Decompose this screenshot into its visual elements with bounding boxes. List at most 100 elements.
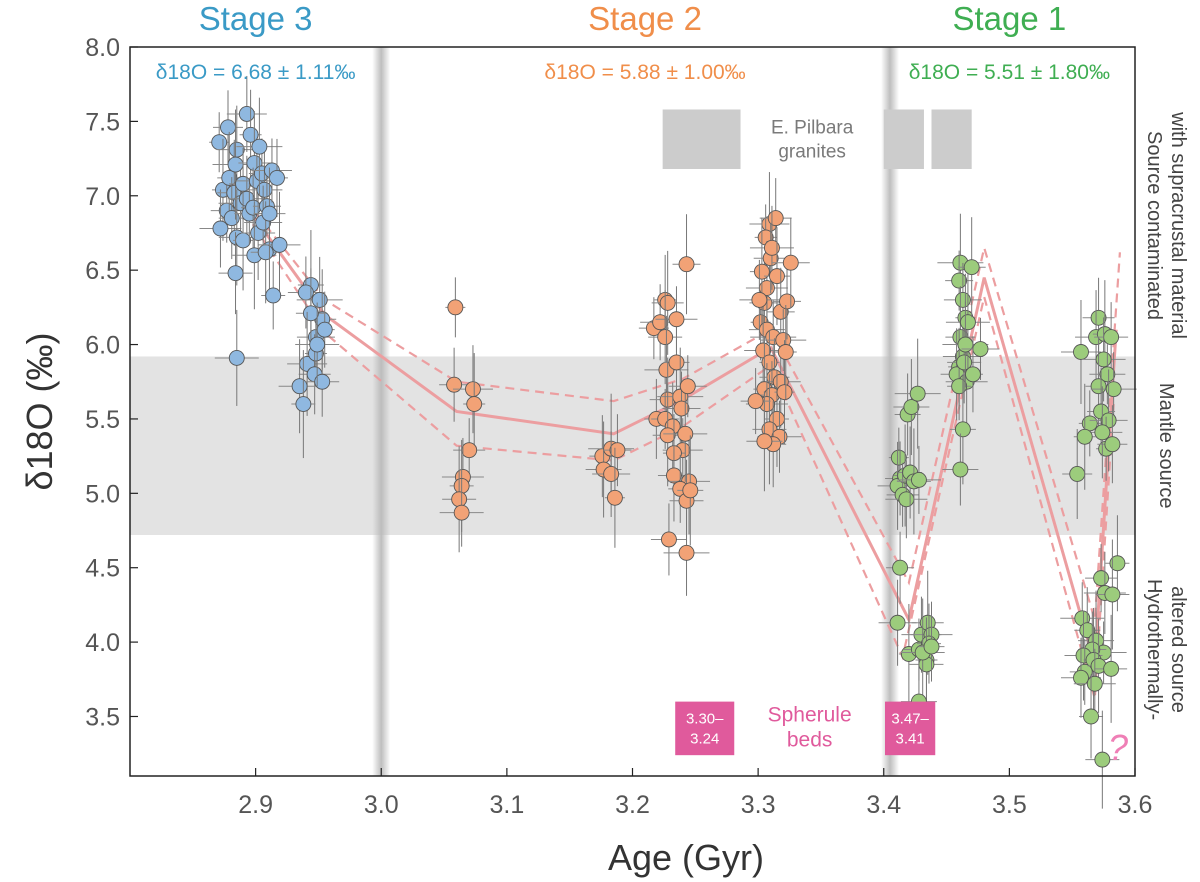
source-label: altered source	[1167, 586, 1189, 713]
data-point	[227, 265, 244, 282]
data-point	[1073, 344, 1089, 360]
data-point	[756, 433, 773, 450]
data-point	[309, 336, 326, 353]
x-tick-label: 3.5	[992, 791, 1027, 819]
data-point	[682, 482, 699, 499]
data-point	[1103, 329, 1120, 346]
data-point	[659, 294, 676, 311]
y-tick-label: 6.5	[85, 257, 120, 285]
data-point	[1094, 751, 1111, 768]
data-point	[1073, 669, 1089, 686]
y-tick-label: 4.0	[85, 629, 120, 657]
data-point	[963, 259, 980, 276]
x-tick-label: 3.3	[741, 791, 776, 819]
data-point	[779, 293, 795, 310]
granite-bar	[883, 109, 924, 169]
data-point	[660, 531, 677, 548]
data-point	[769, 268, 785, 285]
data-point	[447, 299, 464, 316]
data-point	[271, 236, 288, 253]
question-mark: ?	[1108, 727, 1128, 768]
data-point	[763, 239, 780, 256]
y-tick-label: 8.0	[85, 34, 120, 62]
data-point	[251, 138, 268, 155]
trend-upper	[227, 177, 1121, 621]
y-tick-label: 4.5	[85, 555, 120, 583]
data-point	[666, 467, 682, 484]
data-point	[923, 638, 940, 655]
data-point	[777, 344, 794, 360]
y-tick-label: 6.0	[85, 332, 120, 360]
data-point	[261, 205, 278, 222]
data-point	[1093, 570, 1110, 587]
data-point	[747, 393, 764, 410]
granite-label: E. Pilbara	[771, 117, 854, 138]
data-point	[238, 105, 255, 122]
data-point	[314, 373, 331, 390]
data-point	[782, 254, 799, 271]
data-point	[235, 175, 252, 192]
spherule-box-label: 3.47–	[891, 711, 929, 728]
y-tick-label: 7.5	[85, 108, 120, 136]
source-label: Mantle source	[1155, 383, 1177, 509]
spherule-box	[675, 701, 735, 756]
data-point	[1099, 366, 1116, 383]
spherule-box-label: 3.41	[896, 731, 925, 748]
series-stage-2	[439, 172, 810, 596]
data-point	[220, 119, 236, 136]
data-point	[211, 134, 228, 151]
data-point	[1076, 428, 1093, 445]
spherule-box-label: 3.24	[690, 731, 719, 748]
data-point	[903, 399, 920, 415]
y-axis-title: δ18O (‰)	[19, 332, 60, 490]
trend-lines	[226, 177, 1121, 699]
data-point	[679, 378, 696, 395]
data-point	[898, 491, 915, 508]
data-point	[892, 559, 909, 576]
data-point	[212, 220, 229, 237]
data-point	[776, 384, 793, 401]
y-tick-label: 3.5	[85, 703, 120, 731]
spherule-box-label: 3.30–	[686, 711, 724, 728]
data-point	[890, 449, 907, 466]
data-point	[227, 156, 244, 173]
data-point	[295, 396, 312, 413]
stage-mean: δ18O = 5.88 ± 1.00‰	[544, 61, 745, 84]
data-point	[1105, 381, 1122, 398]
stage-title: Stage 1	[952, 0, 1066, 37]
data-point	[609, 442, 626, 459]
data-point	[603, 466, 620, 482]
x-tick-label: 2.9	[238, 791, 273, 819]
data-point	[1086, 675, 1103, 692]
y-tick-label: 5.5	[85, 406, 120, 434]
data-point	[673, 400, 690, 417]
stage-title: Stage 2	[588, 0, 702, 37]
data-point	[606, 489, 623, 506]
data-point	[302, 305, 319, 322]
granite-bar	[662, 109, 706, 169]
data-point	[889, 614, 906, 631]
spherule-label: beds	[787, 729, 833, 752]
data-points	[199, 75, 1137, 809]
mantle-band	[130, 356, 1135, 535]
data-point	[959, 314, 976, 331]
data-point	[659, 427, 676, 444]
data-point	[951, 272, 968, 289]
data-point	[910, 471, 927, 488]
data-point	[265, 287, 282, 304]
data-point	[466, 396, 483, 413]
trend-lower	[227, 186, 1115, 699]
data-point	[235, 232, 252, 249]
x-tick-label: 3.0	[364, 791, 399, 819]
data-point	[311, 291, 328, 308]
x-tick-label: 3.2	[615, 791, 650, 819]
data-point	[964, 366, 981, 383]
granite-label: granites	[778, 141, 846, 162]
data-point	[1090, 309, 1107, 326]
data-point	[291, 378, 308, 395]
data-point	[461, 442, 478, 459]
data-point	[1069, 466, 1086, 482]
data-point	[668, 354, 685, 371]
data-point	[668, 311, 685, 328]
series-stage-1	[877, 213, 1137, 809]
